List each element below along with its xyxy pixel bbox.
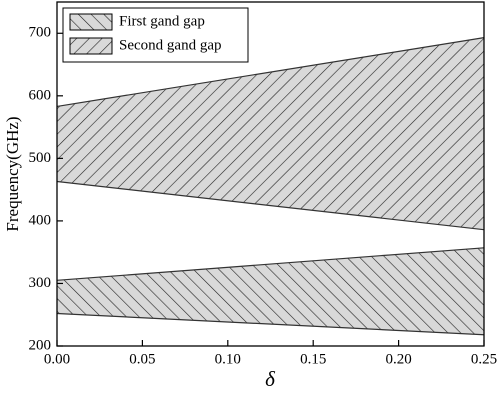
band-edge (56, 180, 485, 231)
x-tick-label: 0.00 (44, 351, 70, 367)
band-edge (56, 247, 485, 281)
y-tick-label: 600 (29, 87, 52, 103)
legend-label: Second gand gap (119, 37, 221, 53)
band-edge (56, 37, 485, 108)
band-area (57, 247, 484, 335)
band-area (57, 37, 484, 230)
legend-swatch (69, 13, 113, 31)
legend-swatch (69, 37, 113, 55)
x-tick-label: 0.05 (129, 351, 155, 367)
legend-label: First gand gap (119, 13, 205, 29)
x-tick-label: 0.10 (215, 351, 241, 367)
x-tick-label: 0.15 (300, 351, 326, 367)
plot-frame (56, 1, 485, 347)
x-axis-title: δ (265, 367, 276, 391)
y-axis-title: Frequency(GHz) (3, 116, 22, 231)
y-tick-label: 500 (29, 150, 52, 166)
x-tick-label: 0.25 (471, 351, 497, 367)
y-tick-label: 200 (29, 337, 52, 353)
y-tick-label: 300 (29, 275, 52, 291)
x-tick-label: 0.20 (385, 351, 411, 367)
y-tick-label: 700 (29, 25, 52, 41)
y-tick-label: 400 (29, 212, 52, 228)
band-edge (56, 312, 485, 336)
